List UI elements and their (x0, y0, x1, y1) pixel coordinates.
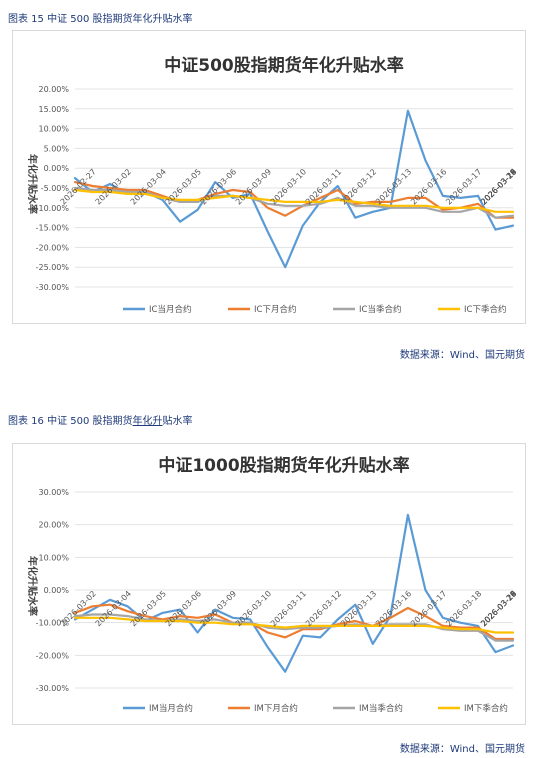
y-tick-label: -10.00% (36, 619, 70, 628)
y-tick-label: 10.00% (38, 553, 69, 562)
y-tick-label: -30.00% (36, 684, 70, 693)
series-line (73, 188, 515, 213)
y-tick-label: -5.00% (41, 184, 70, 193)
x-tick-label: 2026-03-12 (339, 167, 378, 206)
chart-frame: 中证1000股指期货年化升贴水率年化升贴水率 30.00% 20.00% 10.00%… (12, 443, 526, 725)
x-tick-label: 2026-03-26 (479, 167, 518, 206)
y-tick-label: -10.00% (36, 204, 70, 213)
legend-label: IM当季合约 (359, 703, 403, 714)
y-tick-label: 0.00% (44, 586, 70, 595)
legend-label: IC当季合约 (359, 304, 401, 315)
y-tick-label: -25.00% (36, 263, 70, 272)
y-tick-label: 0.00% (44, 164, 70, 173)
series-line (73, 513, 515, 673)
series-line (73, 603, 515, 641)
x-tick-label: 2026-03-17 (444, 167, 483, 206)
y-tick-label: 20.00% (38, 521, 69, 530)
y-tick-label: 5.00% (44, 144, 70, 153)
legend-label: IM当月合约 (149, 703, 193, 714)
x-tick-label: 2026-03-06 (199, 167, 238, 206)
x-tick-label: 2026-03-10 (269, 167, 308, 206)
chart-title: 中证1000股指期货年化升贴水率 (158, 455, 409, 476)
legend-label: IC下季合约 (464, 304, 506, 315)
figure-caption: 图表 15 中证 500 股指期货年化升贴水率 (8, 14, 193, 25)
legend-label: IM下月合约 (254, 703, 298, 714)
series-line (73, 616, 515, 634)
legend-label: IC下月合约 (254, 304, 296, 315)
y-tick-label: -30.00% (36, 283, 70, 292)
y-tick-label: 10.00% (38, 125, 69, 134)
y-tick-label: -20.00% (36, 651, 70, 660)
y-tick-label: -15.00% (36, 224, 70, 233)
y-tick-label: 30.00% (38, 488, 69, 497)
y-tick-label: -20.00% (36, 243, 70, 252)
y-axis-title: 年化升贴水率 (26, 556, 39, 616)
y-tick-label: 15.00% (38, 105, 69, 114)
figure-caption: 图表 16 中证 500 股指期货年化升贴水率 (8, 416, 193, 427)
legend-label: IM下季合约 (464, 703, 508, 714)
chart-frame: 中证500股指期货年化升贴水率年化升贴水率 20.00% 15.00% 10.00% 5… (12, 30, 526, 324)
source-note: 数据来源：Wind、国元期货 (399, 744, 525, 755)
legend-label: IC当月合约 (149, 304, 191, 315)
y-axis-title: 年化升贴水率 (26, 154, 39, 214)
chart-title: 中证500股指期货年化升贴水率 (164, 55, 404, 76)
source-note: 数据来源：Wind、国元期货 (399, 350, 525, 361)
series-line (73, 186, 515, 219)
y-tick-label: 20.00% (38, 85, 69, 94)
